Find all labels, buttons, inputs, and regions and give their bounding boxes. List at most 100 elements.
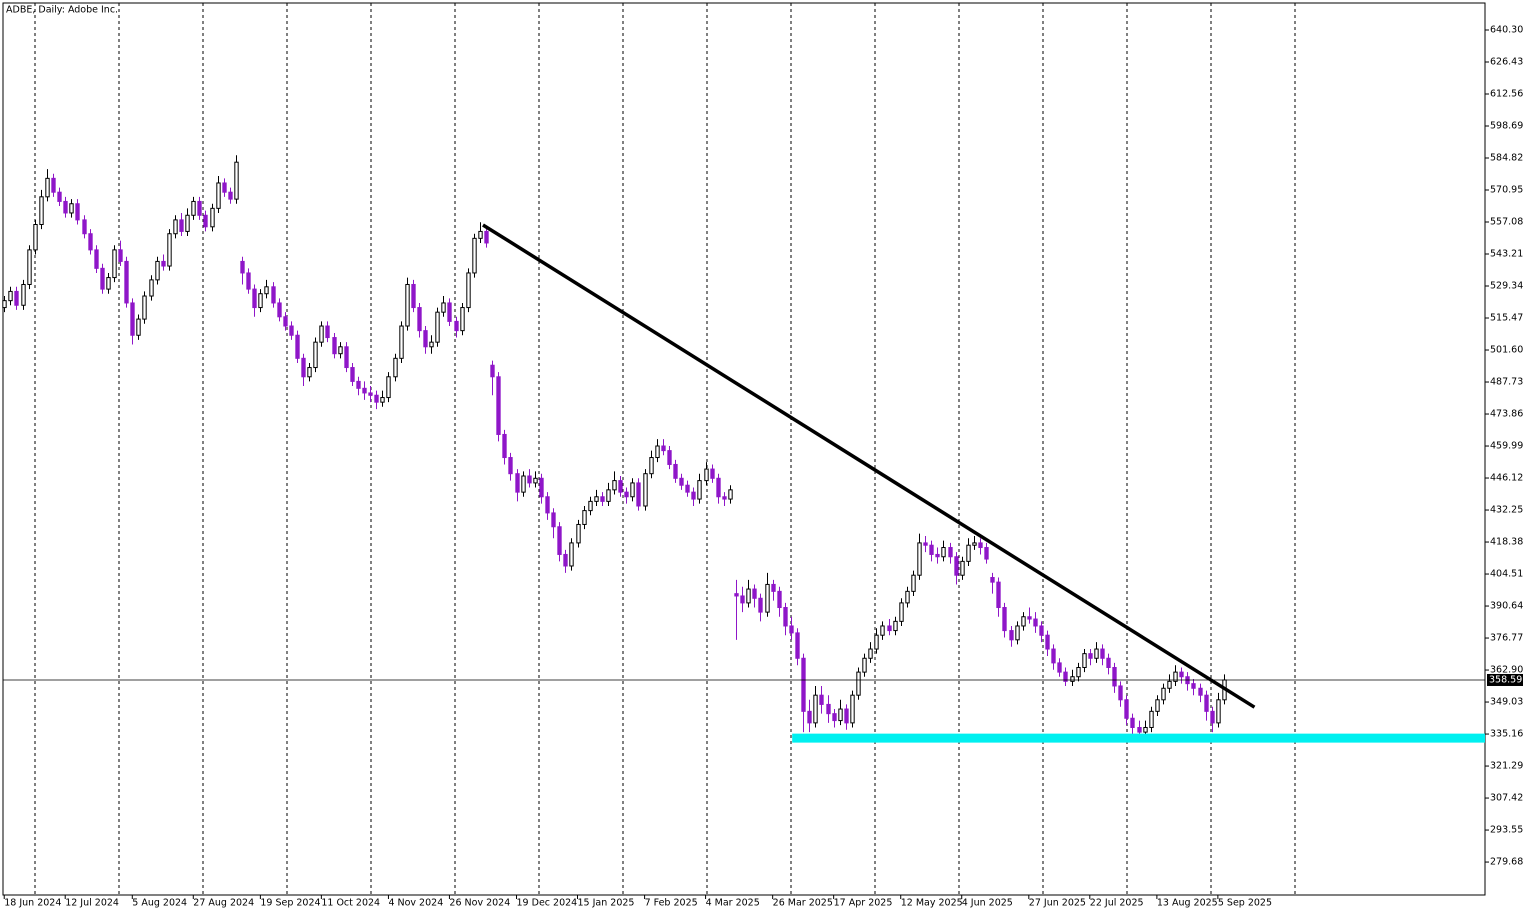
- x-tick-label: 12 Jul 2024: [65, 898, 119, 909]
- candle-body: [295, 334, 300, 359]
- plot-frame: [2, 2, 1486, 896]
- candle-body: [734, 593, 739, 597]
- candle-body: [655, 445, 660, 459]
- x-tick-label: 4 Nov 2024: [388, 898, 443, 909]
- candle-body: [325, 325, 330, 339]
- candle-body: [203, 214, 208, 228]
- candle-body: [984, 547, 989, 560]
- candle-body: [1155, 699, 1160, 712]
- candle-body: [1137, 726, 1142, 733]
- candle-body: [484, 230, 489, 244]
- candle-body: [667, 450, 672, 465]
- candle-body: [100, 267, 105, 290]
- x-tick-label: 5 Aug 2024: [132, 898, 187, 909]
- candle-body: [88, 233, 93, 251]
- candle-body: [441, 302, 446, 313]
- y-tick-label: 584.82: [1490, 153, 1523, 164]
- candle-body: [801, 657, 806, 712]
- candle-body: [2, 300, 7, 309]
- candle-body: [545, 496, 550, 514]
- y-tick-label: 362.90: [1490, 665, 1523, 676]
- candle-body: [1179, 671, 1184, 678]
- candle-body: [880, 625, 885, 636]
- chart-title: ADBE, Daily: Adobe Inc.: [6, 5, 118, 16]
- candle-body: [844, 708, 849, 724]
- candle-body: [1198, 687, 1203, 696]
- candle-body: [679, 477, 684, 486]
- candle-body: [490, 364, 495, 378]
- candle-body: [27, 249, 32, 285]
- candle-body: [173, 219, 178, 235]
- x-tick-label: 18 Jun 2024: [4, 898, 61, 909]
- candle-body: [1039, 625, 1044, 636]
- candle-body: [332, 337, 337, 355]
- candle-body: [1216, 699, 1221, 724]
- candle-body: [1033, 618, 1038, 627]
- candle-body: [63, 200, 68, 214]
- candle-body: [313, 341, 318, 369]
- x-tick-label: 13 Aug 2025: [1157, 898, 1218, 909]
- candle-body: [1021, 616, 1026, 627]
- candle-body: [710, 468, 715, 479]
- candle-body: [69, 203, 74, 214]
- candle-body: [82, 219, 87, 235]
- candle-body: [51, 177, 56, 193]
- candle-body: [1045, 634, 1050, 650]
- candle-body: [649, 457, 654, 475]
- y-tick-label: 515.47: [1490, 313, 1523, 324]
- x-tick-label: 17 Apr 2025: [834, 898, 893, 909]
- y-tick-label: 446.12: [1490, 473, 1523, 484]
- x-tick-label: 12 May 2025: [901, 898, 963, 909]
- candle-body: [533, 477, 538, 484]
- candle-body: [643, 473, 648, 507]
- last-price-label: 358.59: [1489, 674, 1522, 685]
- candle-body: [832, 713, 837, 722]
- y-tick-label: 432.25: [1490, 505, 1523, 516]
- candle-body: [167, 233, 172, 267]
- candle-body: [508, 457, 513, 475]
- x-tick-label: 26 Mar 2025: [773, 898, 833, 909]
- y-tick-label: 293.55: [1490, 825, 1523, 836]
- candle-body: [905, 590, 910, 604]
- candle-body: [429, 341, 434, 348]
- candle-body: [758, 597, 763, 613]
- candle-body: [685, 484, 690, 493]
- candle-body: [1210, 710, 1215, 724]
- y-tick-label: 418.38: [1490, 537, 1523, 548]
- candle-body: [515, 473, 520, 493]
- candle-body: [697, 480, 702, 500]
- candle-body: [502, 433, 507, 459]
- candle-body: [966, 544, 971, 562]
- candle-body: [600, 496, 605, 502]
- candle-body: [350, 367, 355, 382]
- candle-body: [1088, 653, 1093, 659]
- candle-body: [972, 542, 977, 546]
- y-tick-label: 321.29: [1490, 761, 1523, 772]
- candle-body: [752, 588, 757, 599]
- candle-body: [130, 302, 135, 336]
- y-tick-label: 459.99: [1490, 441, 1523, 452]
- candle-body: [106, 277, 111, 290]
- candle-body: [14, 290, 19, 306]
- candle-body: [941, 547, 946, 558]
- candle-body: [929, 544, 934, 555]
- candle-body: [1100, 648, 1105, 659]
- candle-body: [777, 590, 782, 609]
- candle-body: [264, 286, 269, 295]
- y-tick-label: 529.34: [1490, 281, 1523, 292]
- candle-body: [197, 200, 202, 216]
- x-tick-label: 15 Jan 2025: [578, 898, 635, 909]
- candle-body: [819, 694, 824, 705]
- candle-body: [917, 542, 922, 576]
- candle-body: [521, 475, 526, 493]
- x-tick-label: 19 Dec 2024: [517, 898, 578, 909]
- candle-body: [935, 553, 940, 558]
- candle-body: [557, 526, 562, 555]
- candle-body: [807, 710, 812, 724]
- candle-body: [45, 177, 50, 198]
- drawn-line: [482, 223, 1256, 709]
- candle-body: [252, 288, 257, 309]
- y-tick-label: 501.60: [1490, 345, 1523, 356]
- candle-body: [1204, 694, 1209, 712]
